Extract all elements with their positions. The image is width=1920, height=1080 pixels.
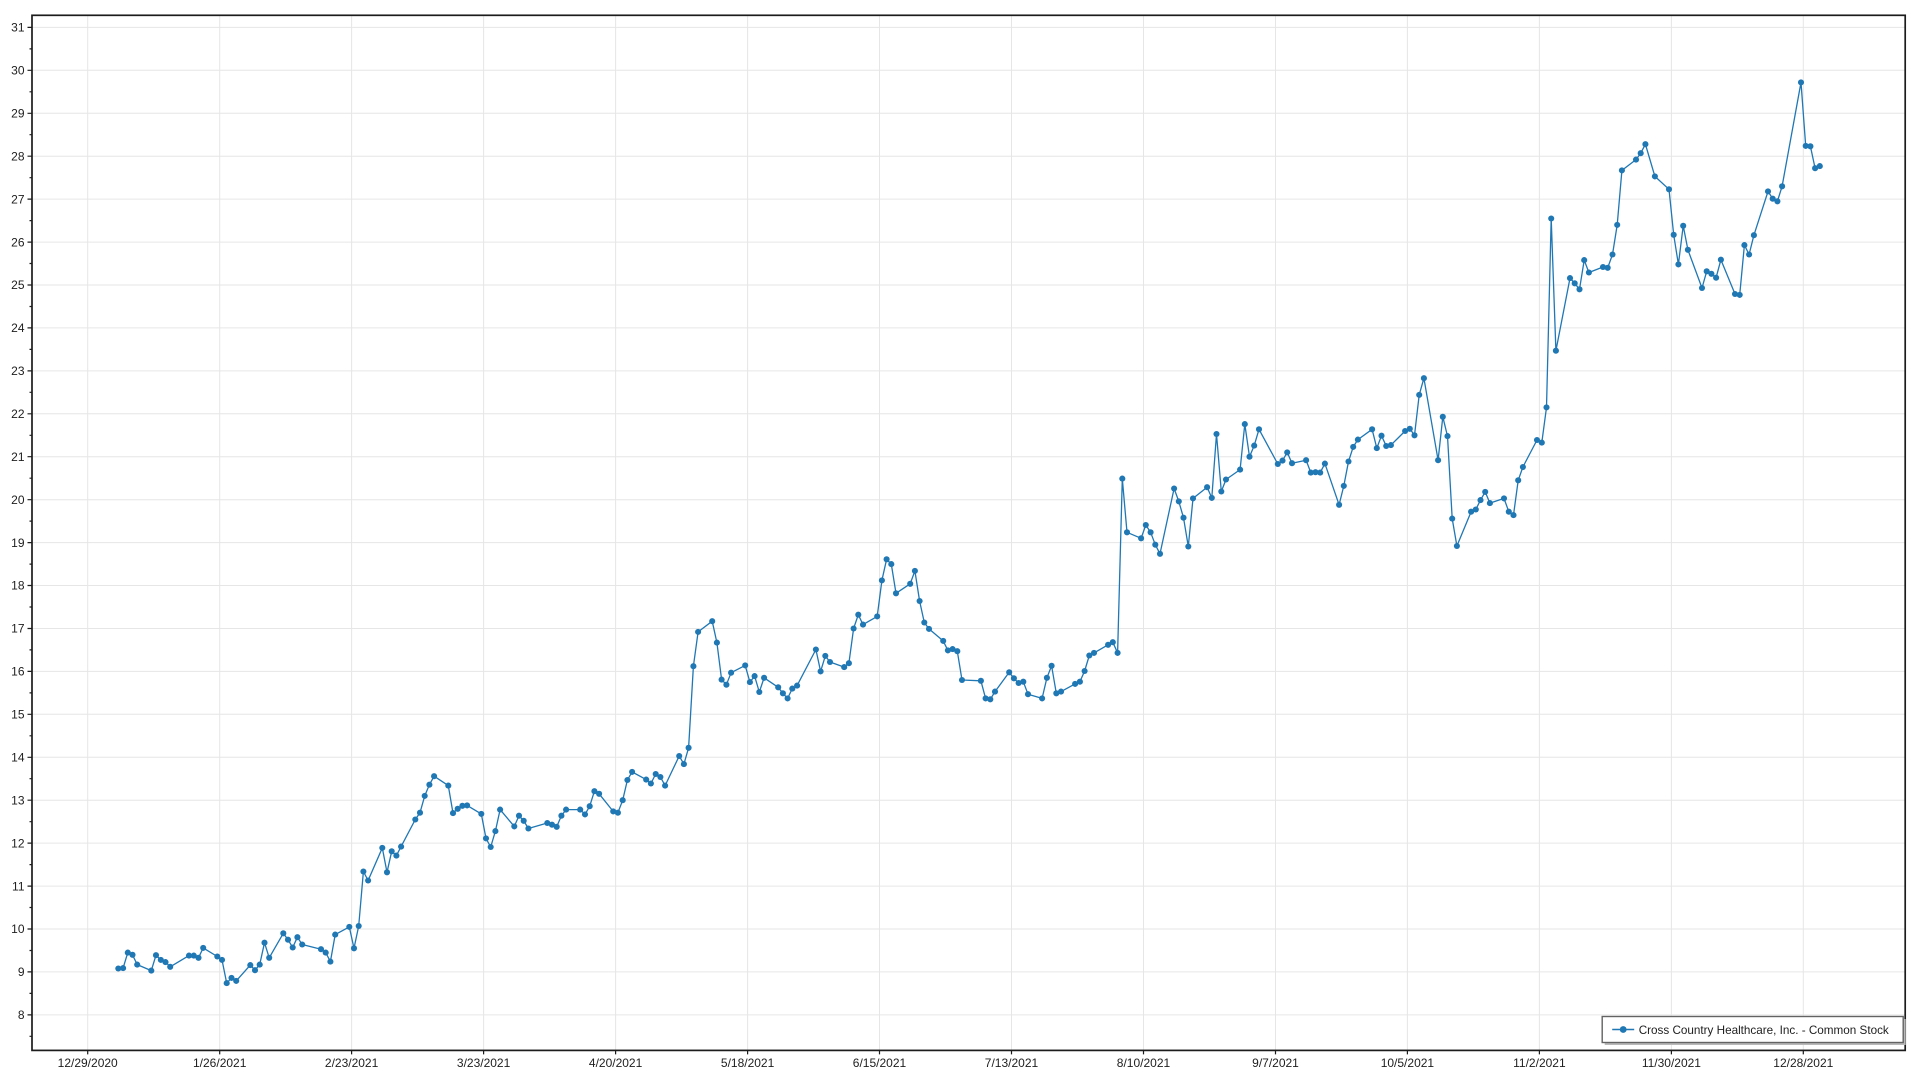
svg-text:18: 18	[11, 579, 25, 593]
svg-text:28: 28	[11, 149, 25, 163]
svg-text:24: 24	[11, 321, 25, 335]
svg-text:8/10/2021: 8/10/2021	[1117, 1056, 1171, 1070]
svg-text:12/28/2021: 12/28/2021	[1773, 1056, 1833, 1070]
svg-text:10/5/2021: 10/5/2021	[1381, 1056, 1435, 1070]
svg-text:9: 9	[18, 965, 25, 979]
svg-text:13: 13	[11, 793, 25, 807]
svg-text:8: 8	[18, 1008, 25, 1022]
svg-text:11/2/2021: 11/2/2021	[1513, 1056, 1566, 1070]
svg-text:6/15/2021: 6/15/2021	[853, 1056, 907, 1070]
svg-text:12/29/2020: 12/29/2020	[58, 1056, 118, 1070]
svg-text:27: 27	[11, 192, 25, 206]
svg-text:23: 23	[11, 364, 25, 378]
svg-text:16: 16	[11, 665, 25, 679]
svg-text:3/23/2021: 3/23/2021	[457, 1056, 511, 1070]
svg-text:11: 11	[12, 879, 25, 893]
svg-text:25: 25	[11, 278, 25, 292]
svg-text:31: 31	[11, 21, 25, 35]
svg-text:10: 10	[11, 922, 25, 936]
svg-text:15: 15	[11, 708, 25, 722]
svg-text:4/20/2021: 4/20/2021	[589, 1056, 643, 1070]
svg-text:19: 19	[11, 536, 25, 550]
svg-text:11/30/2021: 11/30/2021	[1642, 1056, 1701, 1070]
svg-text:26: 26	[11, 235, 25, 249]
svg-text:5/18/2021: 5/18/2021	[721, 1056, 775, 1070]
svg-text:20: 20	[11, 493, 25, 507]
svg-text:21: 21	[11, 450, 25, 464]
svg-text:14: 14	[11, 751, 25, 765]
svg-text:2/23/2021: 2/23/2021	[325, 1056, 379, 1070]
svg-text:29: 29	[11, 107, 25, 121]
svg-text:7/13/2021: 7/13/2021	[985, 1056, 1039, 1070]
svg-text:9/7/2021: 9/7/2021	[1252, 1056, 1299, 1070]
svg-text:Cross Country Healthcare, Inc.: Cross Country Healthcare, Inc. - Common …	[1639, 1024, 1889, 1037]
svg-text:1/26/2021: 1/26/2021	[193, 1056, 247, 1070]
svg-text:30: 30	[11, 64, 25, 78]
svg-text:17: 17	[11, 622, 25, 636]
svg-text:22: 22	[11, 407, 25, 421]
svg-text:12: 12	[11, 836, 25, 850]
